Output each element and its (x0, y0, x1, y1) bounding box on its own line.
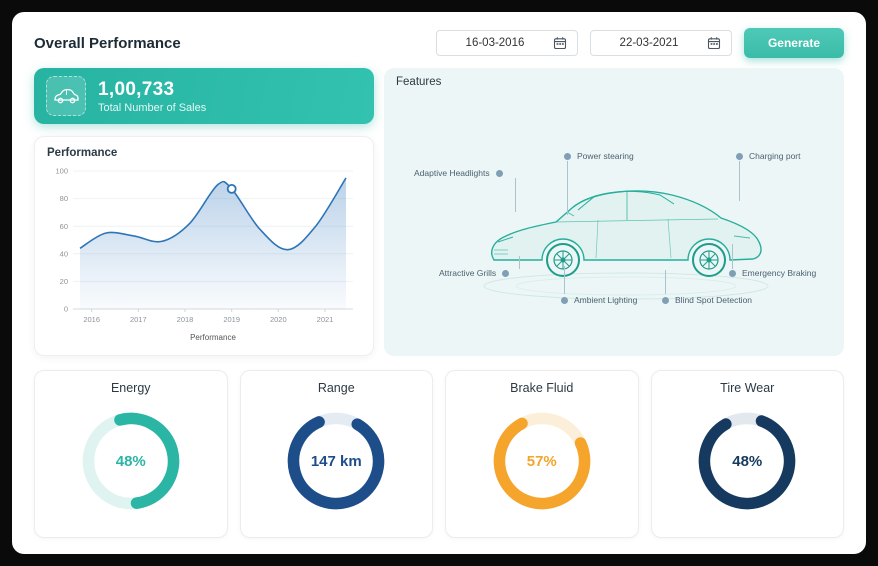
gauge-title: Energy (110, 381, 151, 395)
svg-text:2021: 2021 (317, 315, 334, 324)
gauge-card-brake-fluid: Brake Fluid 57% (445, 370, 639, 538)
feature-label: Blind Spot Detection (675, 295, 753, 305)
total-sales-card: 1,00,733 Total Number of Sales (34, 68, 374, 124)
sales-text: 1,00,733 Total Number of Sales (98, 79, 206, 114)
date-to-input[interactable] (600, 37, 697, 49)
range-gauge: 147 km (278, 403, 394, 519)
svg-text:60: 60 (60, 222, 68, 231)
feature-dot (502, 269, 510, 277)
gauge-title: Brake Fluid (510, 381, 574, 395)
svg-text:2018: 2018 (177, 315, 194, 324)
feature-adaptive-headlights: Adaptive Headlights (414, 168, 503, 178)
svg-text:40: 40 (60, 249, 68, 258)
feature-dot (561, 296, 568, 304)
gauge-title: Tire Wear (720, 381, 775, 395)
feature-connector-line (564, 266, 565, 294)
feature-label: Charging port (749, 151, 801, 161)
svg-text:2019: 2019 (223, 315, 240, 324)
header: Overall Performance Generate (12, 12, 866, 68)
feature-connector-line (567, 161, 568, 215)
donut-ring (484, 403, 600, 519)
gauge-value: 147 km (310, 452, 362, 470)
feature-power-stearing: Power stearing (564, 151, 634, 161)
features-card: Features (384, 68, 844, 356)
brake-fluid-gauge: 57% (484, 403, 600, 519)
feature-connector-line (739, 161, 740, 201)
dashboard-panel: Overall Performance Generate (12, 12, 866, 554)
gauges-row: Energy 48% Range 147 km Brake Fluid 57% (12, 356, 866, 538)
gauge-value: 57% (526, 452, 557, 470)
date-from-field[interactable] (435, 30, 578, 56)
svg-text:100: 100 (55, 167, 68, 176)
svg-text:80: 80 (60, 194, 68, 203)
feature-emergency-braking: Emergency Braking (729, 268, 816, 278)
gauge-title: Range (317, 381, 355, 395)
feature-label: Attractive Grills (439, 268, 497, 278)
feature-dot (729, 269, 736, 277)
energy-gauge: 48% (73, 403, 189, 519)
feature-connector-line (515, 178, 516, 212)
feature-blind-spot-detection: Blind Spot Detection (662, 295, 752, 305)
feature-label: Adaptive Headlights (414, 168, 490, 178)
feature-ambient-lighting: Ambient Lighting (561, 295, 637, 305)
feature-label: Ambient Lighting (574, 295, 638, 305)
svg-text:0: 0 (64, 305, 68, 314)
gauge-card-range: Range 147 km (239, 370, 433, 538)
calendar-icon[interactable] (707, 36, 721, 50)
feature-label: Power stearing (577, 151, 634, 161)
left-column: 1,00,733 Total Number of Sales Performan… (34, 68, 374, 356)
feature-dot (564, 152, 571, 160)
main-content: 1,00,733 Total Number of Sales Performan… (12, 68, 866, 356)
car-sales-icon (46, 76, 86, 116)
feature-dot (495, 169, 503, 177)
generate-button[interactable]: Generate (743, 28, 844, 58)
feature-dot (736, 152, 743, 160)
donut-ring (278, 403, 394, 519)
svg-text:2020: 2020 (270, 315, 287, 324)
page-title: Overall Performance (34, 34, 181, 52)
date-to-field[interactable] (589, 30, 732, 56)
feature-attractive-grills: Attractive Grills (439, 268, 510, 278)
performance-card: Performance 0 20 40 60 80 100 2016 2017 2018 2019… (34, 136, 374, 356)
svg-text:2016: 2016 (83, 315, 100, 324)
date-from-input[interactable] (446, 37, 543, 49)
gauge-value: 48% (732, 452, 763, 470)
svg-text:2017: 2017 (130, 315, 147, 324)
features-title: Features (396, 76, 442, 88)
feature-connector-line (732, 244, 733, 269)
feature-dot (662, 296, 669, 304)
sales-value: 1,00,733 (98, 78, 175, 100)
sales-label: Total Number of Sales (98, 101, 207, 114)
car-illustration (476, 164, 776, 309)
header-controls: Generate (435, 28, 844, 58)
svg-text:Performance: Performance (190, 333, 236, 342)
performance-card-title: Performance (47, 147, 118, 159)
donut-ring (73, 403, 189, 519)
feature-connector-line (665, 270, 666, 294)
svg-text:20: 20 (60, 277, 68, 286)
donut-ring (689, 403, 805, 519)
gauge-value: 48% (115, 452, 146, 470)
gauge-card-energy: Energy 48% (34, 370, 228, 538)
tire-wear-gauge: 48% (689, 403, 805, 519)
feature-connector-line (519, 256, 520, 269)
feature-label: Emergency Braking (742, 268, 817, 278)
gauge-card-tire-wear: Tire Wear 48% (650, 370, 844, 538)
feature-charging-port: Charging port (736, 151, 801, 161)
performance-chart[interactable]: 0 20 40 60 80 100 2016 2017 2018 2019 2020 2021 Perf… (47, 161, 361, 347)
calendar-icon[interactable] (553, 36, 567, 50)
